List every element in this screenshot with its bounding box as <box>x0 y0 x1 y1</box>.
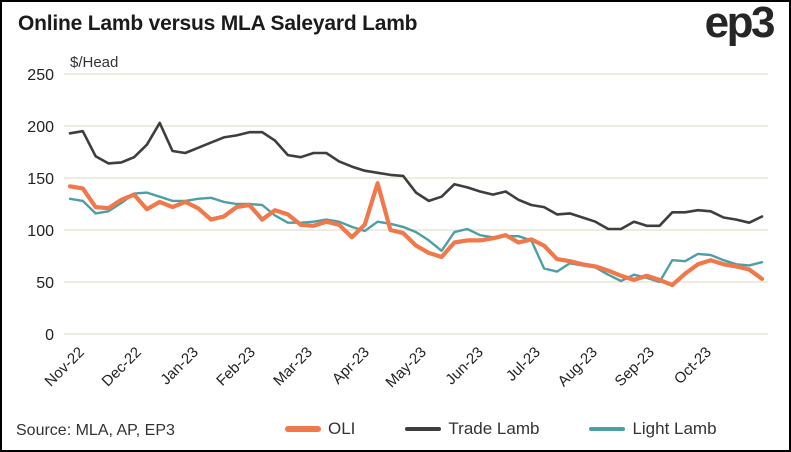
x-tick-label: Apr-23 <box>329 344 373 388</box>
legend-label: Trade Lamb <box>448 419 540 438</box>
y-tick-label: 100 <box>27 223 54 240</box>
y-tick-label: 200 <box>27 119 54 136</box>
x-tick-label: Dec-22 <box>99 344 145 390</box>
x-tick-label: Aug-23 <box>555 344 601 390</box>
y-tick-label: 250 <box>27 67 54 84</box>
x-tick-label: Nov-22 <box>42 344 88 390</box>
series-line-oli <box>67 181 765 288</box>
legend-item-light-lamb: Light Lamb <box>589 419 717 439</box>
x-tick-label: Sep-23 <box>612 344 658 390</box>
y-tick-label: 50 <box>36 275 54 292</box>
chart-title: Online Lamb versus MLA Saleyard Lamb <box>18 12 418 35</box>
legend-item-oli: OLI <box>285 419 355 439</box>
x-tick-label: Mar-23 <box>270 344 316 390</box>
legend-swatch <box>405 427 442 431</box>
x-tick-label: Oct-23 <box>671 344 715 388</box>
chart-svg: 0 50 100 150 200 250 $/Head Nov-22 Dec-22 Jan-23 F… <box>27 54 768 391</box>
x-tick-label: Jul-23 <box>503 344 544 385</box>
y-tick-label: 150 <box>27 171 54 188</box>
legend: OLI Trade Lamb Light Lamb <box>285 419 717 439</box>
y-tick-label: 0 <box>45 327 54 344</box>
legend-swatch <box>589 427 626 431</box>
legend-label: Light Lamb <box>632 419 717 438</box>
x-tick-label: Feb-23 <box>213 344 259 390</box>
legend-label: OLI <box>328 419 356 438</box>
ep3-logo: ep3 <box>704 0 776 47</box>
legend-swatch <box>285 426 321 432</box>
legend-item-trade-lamb: Trade Lamb <box>405 419 539 439</box>
source-note: Source: MLA, AP, EP3 <box>16 422 175 439</box>
y-axis-unit-label: $/Head <box>70 54 118 71</box>
x-tick-label: May-23 <box>382 344 429 391</box>
series-line-trade-lamb <box>68 121 764 231</box>
x-tick-label: Jan-23 <box>157 344 201 388</box>
x-tick-label: Jun-23 <box>442 344 486 388</box>
